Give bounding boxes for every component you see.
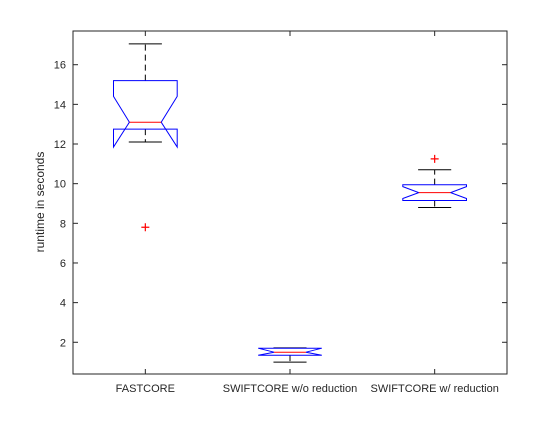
notched-box bbox=[113, 80, 178, 149]
y-axis-label: runtime in seconds bbox=[33, 152, 47, 253]
x-axis: FASTCORE SWIFTCORE w/o reduction SWIFTCORE… bbox=[116, 31, 499, 395]
y-tick-label: 2 bbox=[60, 337, 66, 349]
y-tick-label: 8 bbox=[60, 218, 66, 230]
y-axis: 2 4 6 8 10 12 14 16 bbox=[54, 60, 507, 349]
y-tick-label: 16 bbox=[54, 60, 66, 72]
y-tick-label: 6 bbox=[60, 258, 66, 270]
box-group bbox=[113, 43, 178, 232]
outlier-marker bbox=[141, 223, 150, 232]
y-tick-label: 4 bbox=[60, 298, 66, 310]
y-tick-label: 14 bbox=[54, 99, 66, 111]
box-group bbox=[258, 347, 322, 363]
boxes-layer bbox=[113, 43, 467, 363]
x-tick-label: FASTCORE bbox=[116, 383, 175, 395]
outlier-marker bbox=[430, 154, 439, 163]
plot-area-frame bbox=[72, 30, 508, 375]
x-tick-label: SWIFTCORE w/ reduction bbox=[370, 383, 498, 395]
box-group bbox=[402, 154, 467, 208]
y-tick-label: 10 bbox=[54, 179, 66, 191]
y-tick-label: 12 bbox=[54, 139, 66, 151]
x-tick-label: SWIFTCORE w/o reduction bbox=[223, 383, 357, 395]
